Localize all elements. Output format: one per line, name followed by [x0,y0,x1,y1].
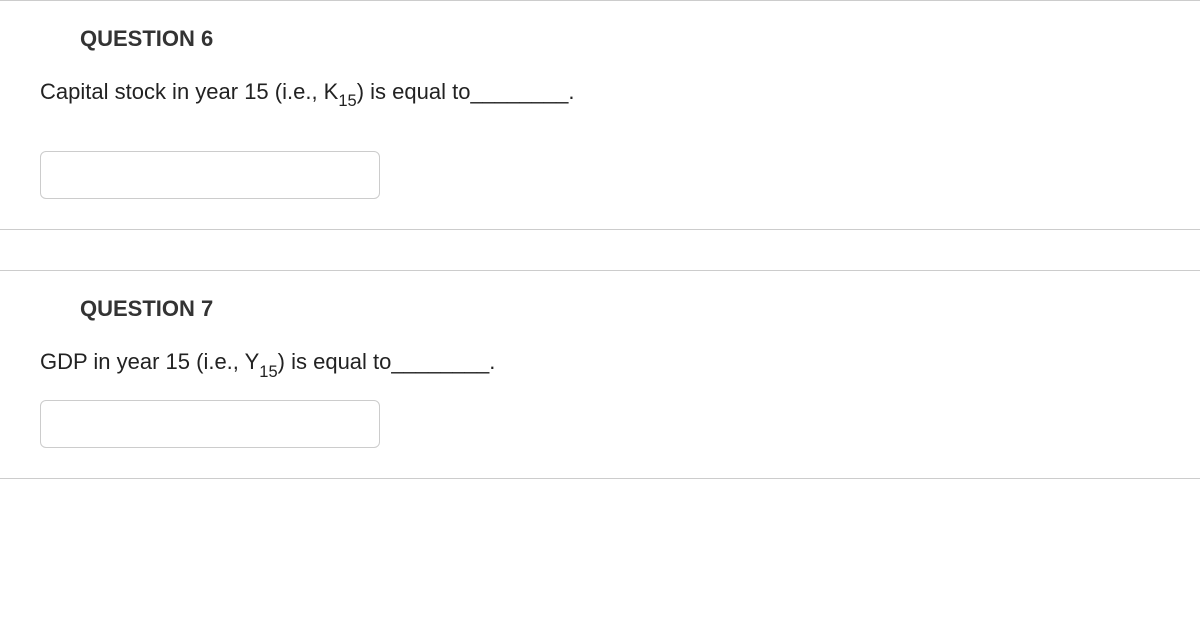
question-heading: QUESTION 6 [0,1,1200,77]
prompt-text-after: ) is equal to________. [357,79,575,104]
answer-input[interactable] [40,151,380,199]
prompt-text-before: GDP in year 15 (i.e., Y [40,349,259,374]
prompt-text-before: Capital stock in year 15 (i.e., K [40,79,338,104]
question-prompt: Capital stock in year 15 (i.e., K15) is … [0,77,1200,111]
question-block-7: QUESTION 7 GDP in year 15 (i.e., Y15) is… [0,270,1200,478]
question-heading: QUESTION 7 [0,271,1200,347]
answer-input[interactable] [40,400,380,448]
answer-input-container [0,382,1200,448]
prompt-subscript: 15 [338,92,356,110]
prompt-text-after: ) is equal to________. [278,349,496,374]
prompt-subscript: 15 [259,363,277,381]
question-block-6: QUESTION 6 Capital stock in year 15 (i.e… [0,0,1200,230]
question-prompt: GDP in year 15 (i.e., Y15) is equal to__… [0,347,1200,381]
answer-input-container [0,111,1200,199]
